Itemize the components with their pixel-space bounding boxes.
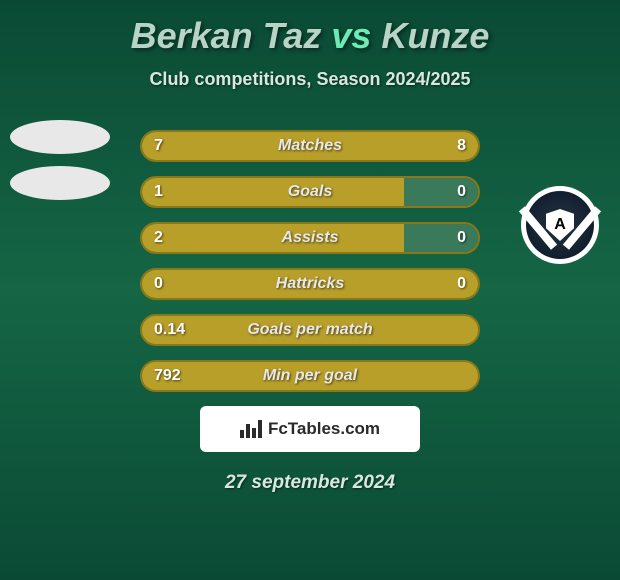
stat-value-left: 792 <box>154 367 181 385</box>
logo-left-container <box>10 120 110 260</box>
stat-value-left: 0.14 <box>154 321 185 339</box>
stat-value-right: 0 <box>457 183 466 201</box>
stat-value-left: 0 <box>154 275 163 293</box>
stat-bar: 7 8 Matches <box>140 130 480 162</box>
stat-value-left: 2 <box>154 229 163 247</box>
stat-label: Matches <box>278 137 342 155</box>
stat-bar: 0 0 Hattricks <box>140 268 480 300</box>
stat-bar: 0.14 Goals per match <box>140 314 480 346</box>
date-label: 27 september 2024 <box>0 472 620 494</box>
subtitle: Club competitions, Season 2024/2025 <box>0 69 620 90</box>
logo-left-ellipse-2 <box>10 166 110 200</box>
stat-value-left: 7 <box>154 137 163 155</box>
stat-bar: 1 0 Goals <box>140 176 480 208</box>
main-container: Berkan Taz vs Kunze Club competitions, S… <box>0 0 620 580</box>
stat-value-left: 1 <box>154 183 163 201</box>
stat-value-right: 0 <box>457 275 466 293</box>
logo-right-outer: A <box>521 186 599 264</box>
stat-value-right: 8 <box>457 137 466 155</box>
stat-label: Hattricks <box>276 275 344 293</box>
stat-value-right: 0 <box>457 229 466 247</box>
player2-name: Kunze <box>381 15 489 56</box>
stat-fill-left <box>142 224 404 252</box>
stat-label: Min per goal <box>263 367 357 385</box>
stat-label: Goals <box>288 183 332 201</box>
stat-bar: 2 0 Assists <box>140 222 480 254</box>
stat-label: Goals per match <box>247 321 372 339</box>
fctables-brand: FcTables.com <box>268 419 380 439</box>
stat-label: Assists <box>282 229 339 247</box>
chart-bar-icon <box>246 424 250 438</box>
logo-letter: A <box>554 216 566 234</box>
stat-fill-empty <box>404 224 478 252</box>
stat-fill-left <box>142 178 404 206</box>
logo-left-ellipse-1 <box>10 120 110 154</box>
vs-text: vs <box>331 15 371 56</box>
stat-fill-empty <box>404 178 478 206</box>
chart-bar-icon <box>240 430 244 438</box>
player1-name: Berkan Taz <box>131 15 322 56</box>
chart-bar-icon <box>252 428 256 438</box>
chart-bar-icon <box>258 420 262 438</box>
page-title: Berkan Taz vs Kunze <box>0 15 620 57</box>
stat-bar: 792 Min per goal <box>140 360 480 392</box>
stat-fill-left <box>142 132 300 160</box>
logo-right-inner: A <box>526 191 594 259</box>
logo-right-container: A <box>510 175 610 275</box>
stats-container: 7 8 Matches 1 0 Goals 2 0 Assists 0 0 Hattricks 0.14… <box>140 130 480 392</box>
fctables-box[interactable]: FcTables.com <box>200 406 420 452</box>
chart-icon <box>240 420 262 438</box>
